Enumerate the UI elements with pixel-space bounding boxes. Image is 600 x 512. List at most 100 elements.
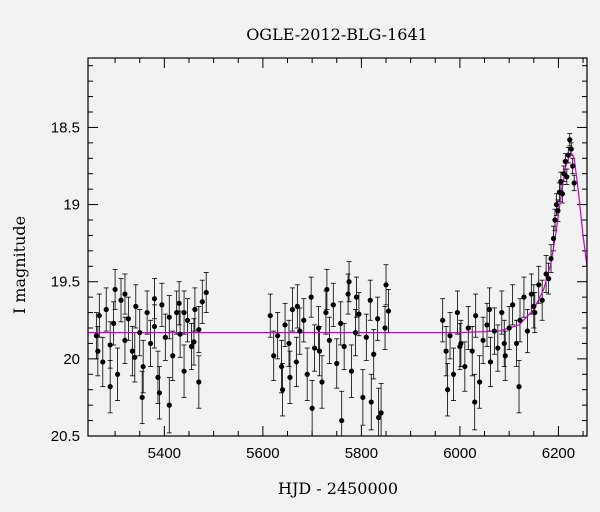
data-point: [378, 410, 384, 416]
data-point: [550, 235, 557, 242]
x-tick-labels: 5400 5600 5800 6000 6200: [148, 445, 575, 462]
data-point: [536, 282, 542, 288]
data-point: [107, 342, 113, 348]
data-point: [356, 311, 362, 317]
data-point: [571, 180, 577, 186]
data-point: [545, 276, 552, 282]
data-point: [334, 360, 340, 367]
data-point: [555, 208, 561, 214]
x-axis-label: HJD - 2450000: [278, 479, 398, 498]
data-point: [203, 289, 209, 296]
data-point: [139, 394, 145, 401]
data-point: [484, 322, 490, 328]
data-point: [95, 348, 101, 354]
x-tick-label: 6200: [542, 445, 575, 462]
data-point: [487, 359, 494, 365]
data-point: [375, 316, 381, 322]
data-point: [562, 158, 568, 164]
data-point: [151, 296, 158, 302]
data-point: [443, 348, 449, 354]
data-point: [294, 303, 300, 309]
data-point: [181, 309, 187, 316]
x-tick-label: 6000: [443, 445, 476, 462]
data-point: [462, 363, 468, 370]
data-point: [516, 384, 522, 390]
data-point: [506, 325, 512, 331]
y-tick-label: 18.5: [51, 119, 80, 136]
data-point: [348, 368, 355, 374]
data-point: [181, 368, 187, 374]
data-point: [301, 317, 307, 323]
data-point: [363, 334, 369, 340]
data-point: [491, 328, 497, 334]
data-point: [122, 291, 128, 297]
y-tick-label: 20.5: [51, 428, 80, 445]
data-point: [553, 201, 560, 208]
data-point: [382, 325, 388, 331]
x-tick-label: 5400: [148, 445, 181, 462]
data-point: [440, 317, 446, 323]
data-point: [521, 294, 527, 300]
data-point: [144, 309, 150, 316]
data-point: [513, 340, 520, 347]
data-point: [532, 309, 538, 316]
data-point: [524, 328, 530, 334]
data-point: [309, 405, 315, 411]
error-bars: [93, 133, 577, 437]
data-point: [137, 330, 143, 336]
data-point: [326, 337, 332, 343]
data-point: [346, 279, 352, 285]
plot-frame: [87, 57, 588, 437]
data-point: [147, 340, 154, 347]
y-tick-label: 20: [63, 351, 80, 368]
data-point: [338, 320, 344, 326]
data-point: [472, 399, 478, 405]
data-point: [133, 303, 139, 309]
data-point: [564, 174, 570, 180]
data-point: [156, 390, 163, 396]
data-point: [367, 297, 373, 303]
data-point: [352, 330, 359, 336]
data-point: [267, 313, 273, 319]
data-point: [170, 353, 176, 359]
data-point: [444, 387, 451, 393]
data-point: [122, 337, 128, 343]
data-point: [286, 340, 292, 347]
data-point: [192, 306, 198, 313]
data-point: [112, 286, 118, 293]
model-curve: [88, 150, 588, 334]
data-point: [548, 255, 554, 262]
data-point: [510, 302, 516, 308]
data-point: [271, 353, 277, 359]
data-point: [93, 333, 99, 339]
y-tick-label: 19: [63, 197, 80, 214]
data-point: [383, 282, 389, 288]
data-point: [345, 291, 351, 297]
data-point: [166, 314, 172, 320]
data-point: [196, 379, 202, 385]
data-point: [107, 384, 113, 390]
data-point: [184, 317, 191, 323]
data-point: [311, 345, 318, 351]
data-point: [155, 374, 161, 380]
data-point: [469, 348, 475, 354]
data-point: [162, 334, 168, 340]
axis-ticks: [88, 58, 587, 437]
data-point: [565, 152, 571, 158]
data-point: [118, 297, 124, 303]
y-tick-labels: 18.5 19 19.5 20 20.5: [51, 119, 80, 445]
data-point: [473, 313, 479, 319]
data-point: [559, 191, 565, 197]
data-point: [125, 316, 131, 322]
data-point: [132, 354, 138, 360]
data-point: [308, 294, 314, 300]
data-point: [528, 291, 534, 297]
data-point: [376, 414, 382, 421]
data-point: [567, 137, 573, 143]
data-point: [353, 294, 360, 300]
data-point: [282, 322, 288, 328]
y-axis-label: I magnitude: [10, 216, 29, 314]
x-tick-label: 5800: [345, 445, 378, 462]
data-point: [360, 394, 366, 401]
data-point: [499, 309, 505, 316]
